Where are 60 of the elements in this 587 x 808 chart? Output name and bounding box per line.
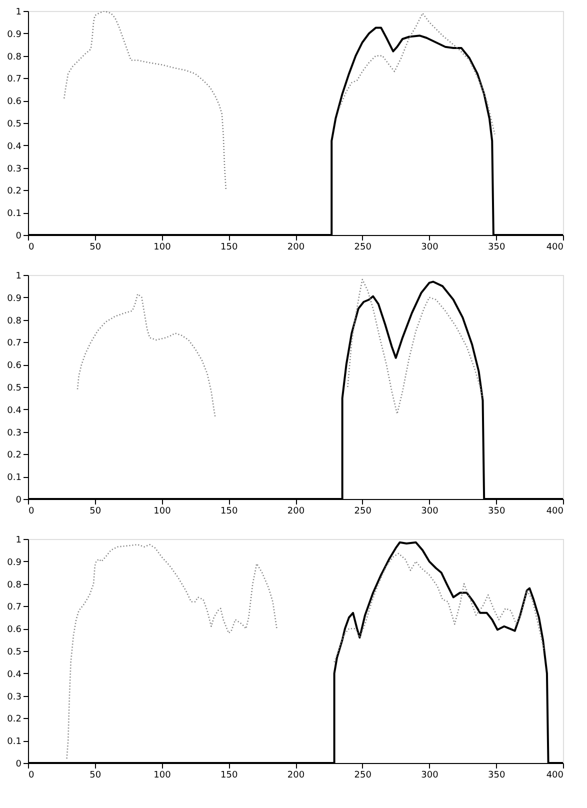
y-tick-label: 0.1 <box>7 473 22 484</box>
x-tick-label: 400 <box>546 506 564 516</box>
y-tick-label: 0 <box>16 760 22 770</box>
y-tick-label: 1 <box>16 8 22 18</box>
y-tick-label: 0.7 <box>7 602 22 613</box>
x-tick-label: 100 <box>154 506 172 516</box>
x-tick-label: 350 <box>488 770 506 780</box>
y-tick-label: 0.2 <box>7 450 22 461</box>
y-tick-label: 0.2 <box>7 186 22 197</box>
x-tick-label: 250 <box>354 506 372 516</box>
y-tick-label: 0.6 <box>7 361 22 372</box>
x-tick-label: 350 <box>488 242 506 252</box>
y-tick-label: 0.3 <box>7 164 22 174</box>
y-tick-label: 1 <box>16 536 22 546</box>
x-tick-label: 200 <box>287 770 305 780</box>
y-tick-label: 0.5 <box>7 648 22 658</box>
x-tick-label: 250 <box>354 770 372 780</box>
y-tick-label: 0.6 <box>7 625 22 636</box>
y-tick-label: 0.4 <box>7 670 22 680</box>
y-tick-label: 0 <box>16 232 22 242</box>
x-tick-label: 250 <box>354 242 372 252</box>
y-tick-label: 0.8 <box>7 580 22 590</box>
y-tick-label: 0.9 <box>7 294 22 304</box>
x-tick-label: 300 <box>421 506 439 516</box>
x-tick-label: 0 <box>28 242 34 252</box>
x-tick-label: 50 <box>90 242 102 252</box>
y-tick-label: 0.3 <box>7 428 22 438</box>
x-tick-label: 150 <box>220 242 238 252</box>
x-tick-label: 150 <box>220 506 238 516</box>
x-tick-label: 400 <box>546 770 564 780</box>
x-tick-label: 200 <box>287 242 305 252</box>
y-tick-label: 0.4 <box>7 142 22 152</box>
y-tick-label: 0.7 <box>7 74 22 85</box>
y-tick-label: 1 <box>16 272 22 282</box>
y-tick-label: 0.4 <box>7 406 22 416</box>
y-tick-label: 0 <box>16 496 22 506</box>
y-tick-label: 0.3 <box>7 692 22 702</box>
y-tick-label: 0.9 <box>7 558 22 568</box>
x-tick-label: 50 <box>90 770 102 780</box>
y-tick-label: 0.9 <box>7 30 22 40</box>
x-tick-label: 0 <box>28 770 34 780</box>
x-tick-label: 300 <box>421 770 439 780</box>
y-tick-label: 0.1 <box>7 737 22 748</box>
y-tick-label: 0.8 <box>7 316 22 326</box>
y-tick-label: 0.1 <box>7 209 22 220</box>
y-tick-label: 0.8 <box>7 52 22 62</box>
y-tick-label: 0.5 <box>7 120 22 130</box>
y-tick-label: 0.7 <box>7 338 22 349</box>
x-tick-label: 300 <box>421 242 439 252</box>
x-tick-label: 100 <box>154 242 172 252</box>
x-tick-label: 200 <box>287 506 305 516</box>
x-tick-label: 400 <box>546 242 564 252</box>
x-tick-label: 0 <box>28 506 34 516</box>
y-tick-label: 0.5 <box>7 384 22 394</box>
x-tick-label: 100 <box>154 770 172 780</box>
x-tick-label: 50 <box>90 506 102 516</box>
y-tick-label: 0.6 <box>7 97 22 108</box>
x-tick-label: 350 <box>488 506 506 516</box>
y-tick-label: 0.2 <box>7 714 22 725</box>
x-tick-label: 150 <box>220 770 238 780</box>
